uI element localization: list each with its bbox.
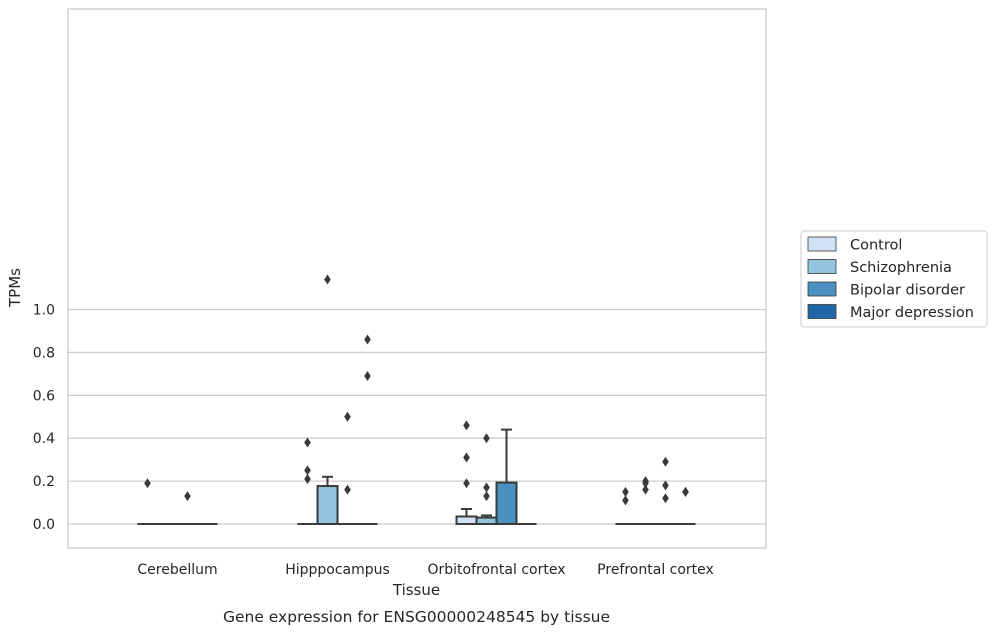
box-body	[495, 481, 518, 525]
legend-swatch	[807, 236, 837, 252]
chart-caption: Gene expression for ENSG00000248545 by t…	[223, 608, 610, 626]
outlier-point	[463, 452, 470, 463]
y-tick-label: 0.6	[33, 388, 55, 404]
outlier-point	[364, 334, 371, 345]
box-prefrontal-cortex-control	[615, 486, 636, 525]
y-tick-label: 0.4	[33, 431, 55, 447]
outlier-point	[483, 482, 490, 493]
outlier-point	[184, 491, 191, 502]
outlier-point	[304, 437, 311, 448]
outlier-point	[463, 478, 470, 489]
legend-label: Bipolar disorder	[850, 283, 965, 299]
gridlines	[68, 308, 766, 525]
outlier-point	[622, 495, 629, 506]
outlier-point	[344, 411, 351, 422]
x-tick-label: Cerebellum	[137, 562, 217, 578]
box-prefrontal-cortex-bipolar-disorder	[655, 456, 676, 525]
legend-swatch	[807, 259, 837, 274]
box-orbitofrontal-cortex-bipolar-disorder	[495, 428, 518, 525]
box-orbitofrontal-cortex-control	[455, 420, 478, 525]
outlier-point	[662, 456, 669, 467]
outlier-point	[144, 478, 151, 489]
legend-label: Schizophrenia	[850, 260, 952, 276]
outlier-point	[364, 370, 371, 381]
x-tick-label: Orbitofrontal cortex	[428, 562, 566, 578]
box-prefrontal-cortex-major-depression	[675, 486, 696, 525]
plot-frame	[67, 8, 767, 549]
box-orbitofrontal-cortex-schizophrenia	[475, 433, 498, 526]
box-prefrontal-cortex-schizophrenia	[635, 476, 656, 525]
outlier-point	[662, 493, 669, 504]
outlier-point	[304, 473, 311, 484]
y-axis-label: TPMs	[6, 268, 24, 308]
box-hipppocampus-control	[297, 437, 318, 525]
box-hipppocampus-major-depression	[357, 334, 378, 525]
legend-swatch	[807, 304, 837, 319]
box-body	[316, 485, 339, 526]
outlier-point	[304, 465, 311, 476]
x-axis-label: Tissue	[392, 581, 440, 599]
box-hipppocampus-schizophrenia	[316, 274, 339, 526]
outlier-point	[642, 478, 649, 489]
legend-swatch	[807, 281, 837, 297]
outlier-point	[483, 433, 490, 444]
outlier-point	[463, 420, 470, 431]
x-tick-label: Prefrontal cortex	[597, 562, 714, 578]
legend: Control Schizophrenia Bipolar disorder Majo…	[800, 230, 988, 328]
outlier-point	[642, 484, 649, 495]
outlier-point	[682, 486, 689, 497]
outlier-point	[483, 491, 490, 502]
box-cerebellum-bipolar-disorder	[177, 491, 198, 525]
outlier-point	[662, 480, 669, 491]
y-tick-label: 1.0	[33, 303, 55, 319]
outlier-point	[344, 484, 351, 495]
outlier-point	[622, 486, 629, 497]
y-tick-label: 0.8	[33, 345, 55, 361]
legend-label: Control	[850, 238, 902, 254]
y-tick-label: 0.0	[33, 517, 55, 533]
box-body	[455, 515, 478, 525]
legend-frame	[800, 230, 988, 328]
box-cerebellum-control	[137, 478, 158, 525]
x-tick-label: Hipppocampus	[285, 562, 390, 578]
legend-label: Major depression	[850, 305, 974, 321]
outlier-point	[324, 274, 331, 285]
y-axis-ticks: 0.0 0.2 0.4 0.6 0.8 1.0	[33, 303, 55, 534]
y-tick-label: 0.2	[33, 474, 55, 490]
box-hipppocampus-bipolar-disorder	[337, 411, 358, 525]
box-plots	[137, 274, 696, 526]
x-axis-ticks: Cerebellum Hipppocampus Orbitofrontal cort…	[137, 562, 713, 578]
